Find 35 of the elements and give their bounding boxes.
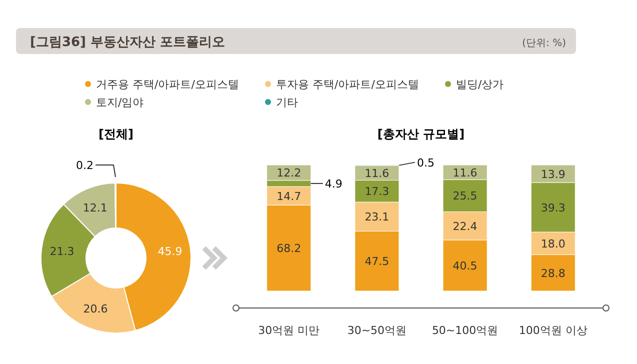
data-label: 25.5 bbox=[452, 190, 478, 203]
data-label: 23.1 bbox=[364, 210, 390, 224]
data-label: 68.2 bbox=[276, 242, 302, 256]
data-label: 0.2 bbox=[76, 159, 94, 172]
x-tick-label: 30~50억원 bbox=[347, 324, 407, 337]
data-label: 39.3 bbox=[540, 201, 566, 214]
data-label: 11.6 bbox=[364, 166, 390, 180]
data-label: 28.8 bbox=[540, 266, 566, 280]
data-label: 13.9 bbox=[540, 168, 566, 181]
data-label: 45.9 bbox=[158, 244, 182, 258]
data-label: 0.5 bbox=[416, 156, 434, 170]
x-tick-label: 100억원 이상 bbox=[518, 324, 588, 337]
legend-label: 토지/임야 bbox=[96, 96, 144, 109]
legend-label: 투자용 주택/아파트/오피스텔 bbox=[276, 78, 419, 91]
data-label: 12.1 bbox=[82, 202, 108, 215]
data-label: 17.3 bbox=[364, 185, 390, 198]
legend-label: 빌딩/상가 bbox=[456, 78, 504, 91]
data-label: 14.7 bbox=[276, 190, 302, 203]
data-label: 4.9 bbox=[324, 177, 342, 190]
text: [전체] bbox=[98, 127, 134, 141]
data-label: 21.3 bbox=[50, 244, 74, 258]
data-label: 22.4 bbox=[452, 220, 478, 233]
data-label: 47.5 bbox=[364, 255, 390, 268]
x-tick-label: 30억원 미만 bbox=[258, 324, 320, 337]
data-label: 20.6 bbox=[83, 302, 108, 316]
data-label: 18.0 bbox=[540, 237, 566, 250]
chart-title: [총자산 규모별] bbox=[377, 127, 465, 141]
text: [그림36] 부동산자산 포트폴리오 bbox=[30, 35, 226, 50]
legend-label: 기타 bbox=[276, 96, 298, 109]
text: (단위: %) bbox=[522, 38, 566, 49]
data-label: 40.5 bbox=[452, 259, 478, 272]
x-tick-label: 50~100억원 bbox=[432, 324, 498, 337]
legend-label: 거주용 주택/아파트/오피스텔 bbox=[96, 78, 239, 91]
data-label: 12.2 bbox=[276, 166, 302, 180]
data-label: 11.6 bbox=[452, 166, 478, 180]
